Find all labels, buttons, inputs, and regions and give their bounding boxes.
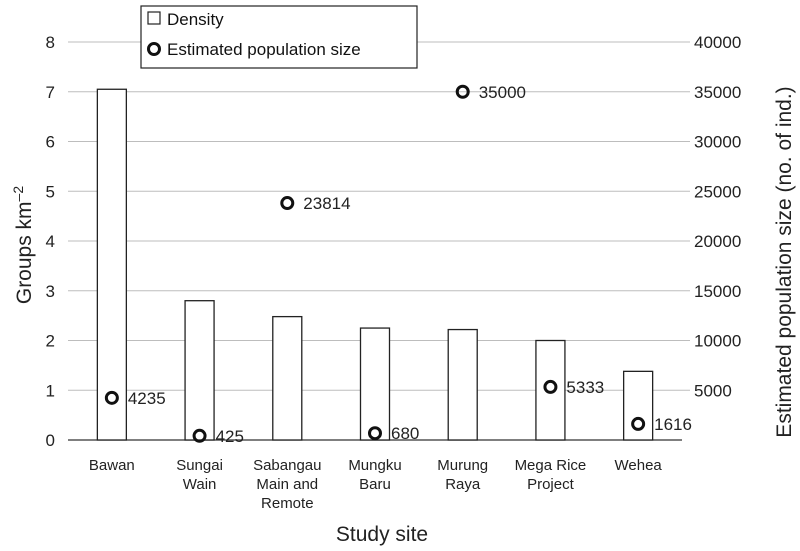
- x-category-label: Sabangau: [253, 457, 321, 474]
- population-data-label: 425: [216, 427, 244, 446]
- y2-tick-label: 40000: [694, 33, 741, 52]
- y2-tick-label: 10000: [694, 332, 741, 351]
- y2-tick-label: 5000: [694, 381, 732, 400]
- y-tick-label: 3: [46, 282, 55, 301]
- y2-axis-title: Estimated population size (no. of ind.): [773, 86, 796, 437]
- y-axis-title: Groups km–2: [10, 186, 36, 304]
- legend-density-swatch: [147, 11, 161, 25]
- x-category-label: Mega Rice: [515, 457, 587, 474]
- x-category-label: Wain: [183, 476, 217, 493]
- y2-tick-label: 35000: [694, 83, 741, 102]
- population-data-label: 4235: [128, 389, 166, 408]
- x-category-label: Raya: [445, 476, 481, 493]
- y-tick-label: 8: [46, 33, 55, 52]
- population-point: [104, 390, 119, 405]
- y2-tick-label: 25000: [694, 182, 741, 201]
- y-tick-label: 0: [46, 431, 55, 450]
- x-category-label: Baru: [359, 476, 391, 493]
- population-point: [280, 196, 295, 211]
- population-point: [192, 428, 207, 443]
- population-data-label: 1616: [654, 415, 692, 434]
- density-bar: [272, 315, 303, 441]
- density-bar: [359, 327, 391, 441]
- x-category-label: Murung: [437, 457, 488, 474]
- x-category-label: Wehea: [615, 457, 663, 474]
- x-category-label: Project: [527, 476, 575, 493]
- y-tick-label: 6: [46, 133, 55, 152]
- population-data-label: 35000: [479, 83, 526, 102]
- y-tick-label: 2: [46, 332, 55, 351]
- population-point: [631, 416, 646, 431]
- x-axis-title: Study site: [336, 523, 428, 546]
- y-tick-label: 4: [46, 232, 55, 251]
- x-category-label: Mungku: [348, 457, 401, 474]
- legend-population-marker: [147, 42, 161, 56]
- density-bar: [184, 300, 215, 441]
- y-tick-label: 1: [46, 381, 55, 400]
- y-tick-label: 5: [46, 182, 55, 201]
- y-tick-label: 7: [46, 83, 55, 102]
- x-category-label: Bawan: [89, 457, 135, 474]
- legend-population-label: Estimated population size: [167, 40, 361, 59]
- population-data-label: 680: [391, 424, 419, 443]
- population-point: [455, 84, 470, 99]
- y2-tick-label: 30000: [694, 133, 741, 152]
- population-point: [368, 426, 382, 441]
- legend-density-label: Density: [167, 10, 224, 29]
- x-category-label: Main and: [256, 476, 318, 493]
- density-bar: [535, 339, 566, 441]
- x-category-label: Remote: [261, 495, 314, 512]
- y2-tick-label: 20000: [694, 232, 741, 251]
- density-bar: [447, 328, 478, 441]
- population-data-label: 5333: [566, 378, 604, 397]
- population-points: [104, 84, 646, 443]
- population-point: [543, 379, 558, 394]
- legend: Density Estimated population size: [140, 5, 418, 69]
- legend-box: [140, 5, 418, 69]
- y2-tick-label: 15000: [694, 282, 741, 301]
- density-bar: [96, 88, 128, 441]
- x-category-label: Sungai: [176, 457, 223, 474]
- population-data-label: 23814: [303, 194, 350, 213]
- tick-labels: 0 1 2 3 4 5 6 7 8 5000 10000 15000 20000 25000 30000 35…: [46, 33, 742, 512]
